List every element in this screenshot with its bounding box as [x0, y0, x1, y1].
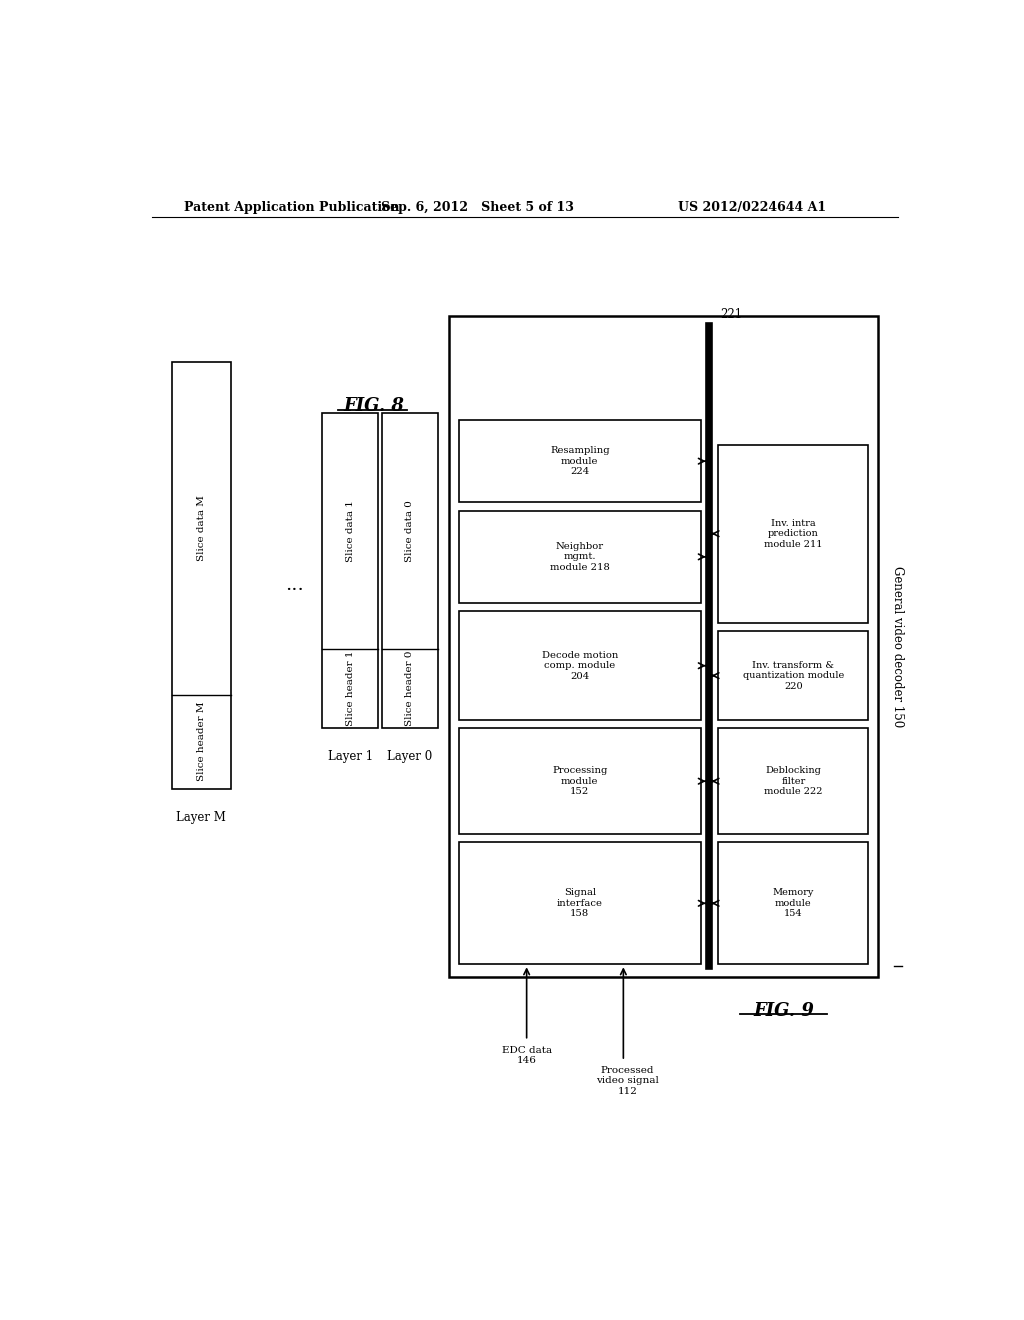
- Text: General video decoder 150: General video decoder 150: [891, 566, 904, 727]
- Bar: [323, 413, 378, 727]
- Text: Processed
video signal
112: Processed video signal 112: [596, 1067, 658, 1096]
- Text: Slice data M: Slice data M: [197, 495, 206, 561]
- Bar: [459, 420, 700, 503]
- Text: Processing
module
152: Processing module 152: [552, 767, 607, 796]
- Text: Signal
interface
158: Signal interface 158: [557, 888, 603, 919]
- Text: Sep. 6, 2012   Sheet 5 of 13: Sep. 6, 2012 Sheet 5 of 13: [381, 201, 573, 214]
- Bar: [172, 362, 231, 788]
- Text: Slice data 0: Slice data 0: [406, 500, 415, 561]
- Bar: [718, 842, 868, 965]
- Bar: [718, 729, 868, 834]
- Text: Layer 1: Layer 1: [328, 750, 373, 763]
- Bar: [459, 611, 700, 721]
- Text: Layer 0: Layer 0: [387, 750, 432, 763]
- Text: Patent Application Publication: Patent Application Publication: [183, 201, 399, 214]
- Text: Inv. intra
prediction
module 211: Inv. intra prediction module 211: [764, 519, 822, 549]
- Text: Inv. transform &
quantization module
220: Inv. transform & quantization module 220: [742, 661, 844, 690]
- Text: EDC data
146: EDC data 146: [502, 1045, 552, 1065]
- Bar: [718, 445, 868, 623]
- Text: Memory
module
154: Memory module 154: [773, 888, 814, 919]
- Text: Decode motion
comp. module
204: Decode motion comp. module 204: [542, 651, 618, 681]
- Text: Neighbor
mgmt.
module 218: Neighbor mgmt. module 218: [550, 543, 609, 572]
- Bar: [450, 315, 878, 977]
- Text: Slice header 1: Slice header 1: [346, 651, 354, 726]
- Text: Slice header 0: Slice header 0: [406, 651, 415, 726]
- Text: US 2012/0224644 A1: US 2012/0224644 A1: [678, 201, 826, 214]
- Bar: [459, 511, 700, 603]
- Text: ...: ...: [286, 577, 304, 594]
- Text: Deblocking
filter
module 222: Deblocking filter module 222: [764, 767, 822, 796]
- Bar: [459, 842, 700, 965]
- Text: Slice data 1: Slice data 1: [346, 500, 354, 561]
- Text: FIG. 9: FIG. 9: [754, 1002, 814, 1020]
- Text: Resampling
module
224: Resampling module 224: [550, 446, 609, 477]
- Bar: [459, 729, 700, 834]
- Text: 221: 221: [721, 308, 742, 321]
- Text: Slice header M: Slice header M: [197, 702, 206, 781]
- Bar: [382, 413, 437, 727]
- Text: FIG. 8: FIG. 8: [344, 397, 404, 416]
- Bar: [718, 631, 868, 721]
- Text: Layer M: Layer M: [176, 810, 226, 824]
